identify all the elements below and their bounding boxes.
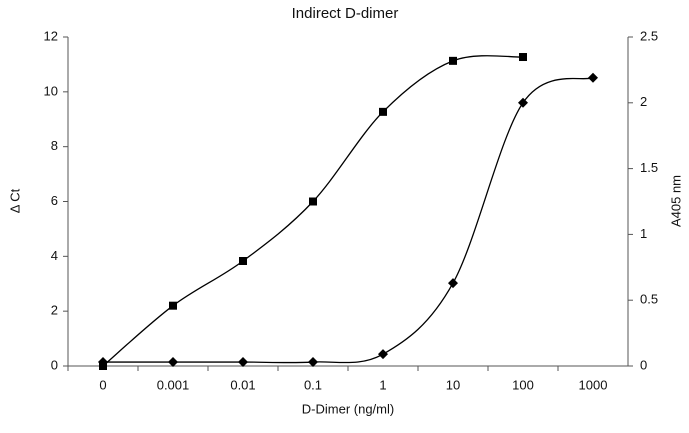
y-tick-label: 2 bbox=[51, 303, 58, 318]
y2-tick-label: 2.5 bbox=[640, 28, 658, 43]
y-tick-label: 6 bbox=[51, 193, 58, 208]
chart-title: Indirect D-dimer bbox=[292, 5, 399, 22]
y2-axis-label: A405 nm bbox=[668, 175, 683, 227]
y-tick-label: 4 bbox=[51, 248, 58, 263]
x-tick-label: 1000 bbox=[579, 377, 608, 392]
x-axis-label: D-Dimer (ng/ml) bbox=[302, 401, 394, 416]
marker bbox=[309, 197, 317, 206]
x-tick-label: 0.01 bbox=[230, 377, 255, 392]
x-tick-label: 100 bbox=[512, 377, 534, 392]
x-tick-label: 0.1 bbox=[304, 377, 322, 392]
x-tick-label: 0 bbox=[99, 377, 106, 392]
y-tick-label: 10 bbox=[44, 83, 58, 98]
series-line bbox=[102, 55, 524, 367]
marker bbox=[448, 278, 458, 289]
marker bbox=[518, 97, 528, 108]
marker bbox=[378, 349, 388, 360]
y2-tick-label: 0 bbox=[640, 357, 647, 372]
marker bbox=[238, 357, 248, 368]
x-tick-label: 1 bbox=[379, 377, 386, 392]
y2-tick-label: 1 bbox=[640, 226, 647, 241]
marker bbox=[168, 357, 178, 368]
marker bbox=[98, 357, 108, 368]
marker bbox=[169, 301, 177, 310]
y-tick-label: 12 bbox=[44, 28, 58, 43]
y-tick-label: 0 bbox=[51, 357, 58, 372]
marker bbox=[379, 107, 387, 116]
marker bbox=[239, 256, 247, 265]
y2-tick-label: 1.5 bbox=[640, 160, 658, 175]
marker bbox=[449, 56, 457, 65]
y-axis-label: Δ Ct bbox=[7, 188, 22, 213]
y-tick-label: 8 bbox=[51, 138, 58, 153]
marker bbox=[519, 53, 527, 62]
y2-tick-label: 2 bbox=[640, 94, 647, 109]
series-line bbox=[103, 77, 594, 364]
x-tick-label: 10 bbox=[446, 377, 460, 392]
y2-tick-label: 0.5 bbox=[640, 292, 658, 307]
marker bbox=[588, 72, 598, 83]
marker bbox=[308, 357, 318, 368]
x-tick-label: 0.001 bbox=[157, 377, 190, 392]
